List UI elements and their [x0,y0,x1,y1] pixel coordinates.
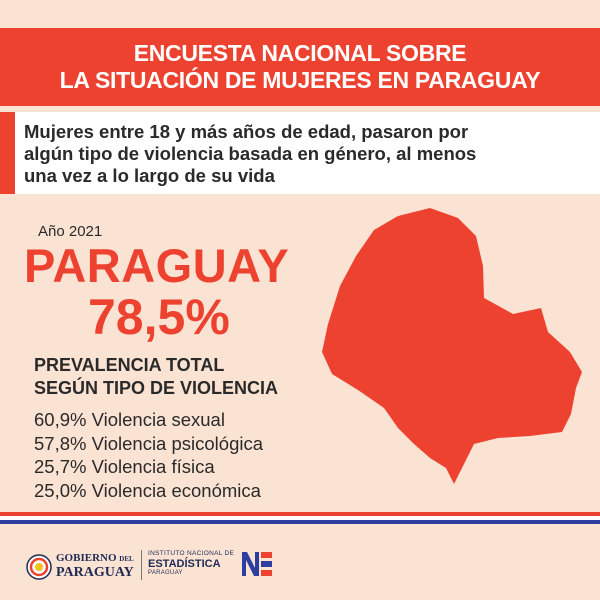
gov-line-1: GOBIERNO [56,552,117,564]
ine-line-3: PARAGUAY [148,570,183,576]
subtitle-line-3: una vez a lo largo de su vida [24,165,275,186]
violence-type-list: 60,9% Violencia sexual 57,8% Violencia p… [34,408,263,502]
prevalence-heading: PREVALENCIA TOTAL SEGÚN TIPO DE VIOLENCI… [34,354,278,400]
title-banner: ENCUESTA NACIONAL SOBRE LA SITUACIÓN DE … [0,28,600,106]
ine-line-2: ESTADÍSTICA [148,558,221,570]
ine-line-1: INSTITUTO NACIONAL DE [148,550,235,557]
ine-logo-text: INSTITUTO NACIONAL DE ESTADÍSTICA PARAGU… [148,550,234,577]
gov-line-2: PARAGUAY [56,565,134,580]
list-item: 60,9% Violencia sexual [34,409,225,430]
paraguay-map-icon [322,208,582,484]
government-seal-icon [26,554,52,580]
list-item: 57,8% Violencia psicológica [34,432,264,454]
country-name: PARAGUAY [24,239,290,292]
total-percentage: 78,5% [88,289,230,345]
subtitle-line-1: Mujeres entre 18 y más años de edad, pas… [24,121,469,142]
list-item: 25,0% Violencia económica [34,479,261,501]
subtitle-box: Mujeres entre 18 y más años de edad, pas… [0,112,600,194]
subtitle-text: Mujeres entre 18 y más años de edad, pas… [24,121,594,187]
government-logo-text: GOBIERNO DEL PARAGUAY [56,552,134,580]
flag-stripes [0,512,600,524]
list-item: 25,7% Violencia física [34,456,215,477]
year-label: Año 2021 [38,223,103,240]
footer-divider [141,550,142,580]
subtitle-accent-bar [0,112,15,194]
title-line-2: LA SITUACIÓN DE MUJERES EN PARAGUAY [59,67,541,93]
prevalence-heading-line-2: SEGÚN TIPO DE VIOLENCIA [34,378,279,398]
gov-line-1-del: DEL [119,555,134,563]
title-line-1: ENCUESTA NACIONAL SOBRE [133,40,467,66]
footer: GOBIERNO DEL PARAGUAY INSTITUTO NACIONAL… [0,528,600,600]
subtitle-line-2: algún tipo de violencia basada en género… [24,143,477,164]
prevalence-heading-line-1: PREVALENCIA TOTAL [34,355,225,375]
ne-logo-icon [242,552,272,576]
